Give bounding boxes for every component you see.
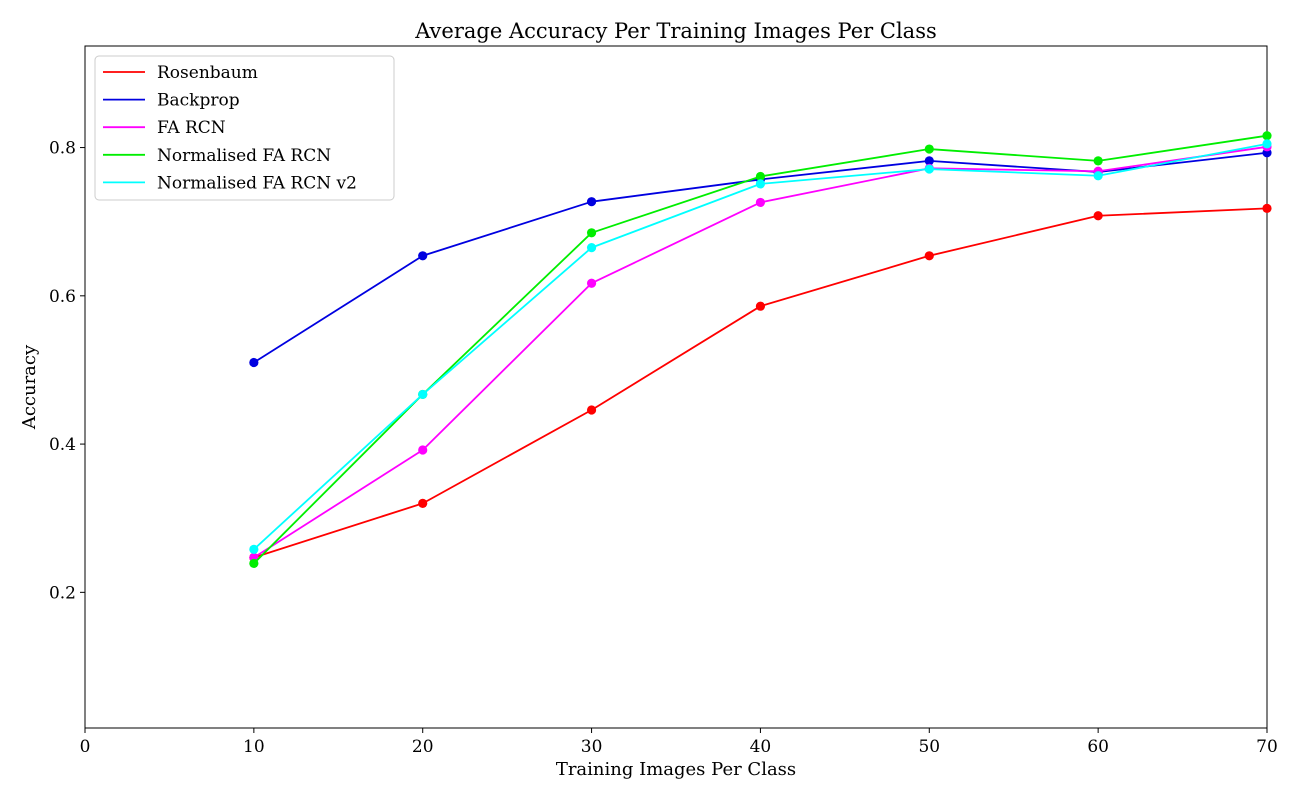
plot-area	[84, 45, 1272, 729]
legend-label: Rosenbaum	[157, 63, 258, 83]
x-tick-label: 40	[750, 737, 772, 757]
data-point	[755, 301, 766, 311]
data-point	[1093, 211, 1103, 221]
data-point	[924, 144, 934, 154]
y-tick-label: 0.6	[49, 287, 76, 307]
data-point	[1262, 139, 1272, 149]
series-line	[253, 207, 1268, 559]
series-3	[249, 131, 1272, 569]
x-tick-label: 0	[80, 737, 91, 757]
data-point	[249, 544, 259, 554]
y-tick-label: 0.2	[49, 583, 76, 603]
x-tick-label: 20	[412, 737, 434, 757]
data-point	[1093, 171, 1103, 181]
data-point	[1262, 131, 1272, 141]
x-tick-label: 70	[1256, 737, 1278, 757]
data-point	[1262, 203, 1272, 213]
data-point	[586, 405, 597, 415]
y-axis-ticks: 0.2 0.4 0.6 0.8	[49, 139, 85, 603]
plot-frame	[84, 45, 1268, 729]
series-2	[249, 142, 1272, 563]
data-point	[586, 228, 597, 238]
data-point	[249, 558, 259, 569]
data-point	[924, 164, 934, 174]
legend-label: Backprop	[157, 91, 240, 111]
y-axis-label: Accuracy	[19, 344, 40, 430]
data-point	[924, 156, 934, 166]
data-point	[1093, 156, 1103, 166]
data-point	[418, 498, 428, 508]
data-point	[418, 389, 428, 400]
data-point	[249, 357, 259, 368]
series-line	[253, 145, 1268, 559]
data-point	[586, 197, 597, 207]
x-tick-label: 30	[581, 737, 603, 757]
x-tick-label: 10	[243, 737, 265, 757]
x-axis-label: Training Images Per Class	[556, 759, 796, 780]
legend-items: Rosenbaum Backprop FA RCN Normalised FA RCN…	[103, 63, 357, 193]
series-layer	[249, 131, 1272, 569]
data-point	[586, 278, 597, 288]
legend-label: Normalised FA RCN v2	[157, 173, 357, 193]
data-point	[418, 445, 428, 455]
x-tick-label: 50	[918, 737, 940, 757]
data-point	[586, 243, 597, 253]
data-point	[755, 179, 766, 189]
chart-title: Average Accuracy Per Training Images Per…	[414, 19, 937, 43]
y-tick-label: 0.8	[49, 139, 76, 159]
y-tick-label: 0.4	[49, 435, 76, 455]
series-0	[249, 203, 1272, 563]
legend: Rosenbaum Backprop FA RCN Normalised FA RCN…	[94, 55, 395, 201]
x-axis-ticks: 0 10 20 30 40 50 60 70	[80, 728, 1278, 757]
data-point	[755, 171, 766, 182]
x-tick-label: 60	[1087, 737, 1109, 757]
legend-box	[94, 55, 395, 201]
data-point	[924, 251, 934, 261]
legend-label: Normalised FA RCN	[157, 146, 331, 166]
series-4	[249, 139, 1272, 554]
data-point	[755, 197, 766, 208]
legend-label: FA RCN	[157, 118, 226, 138]
data-point	[418, 251, 428, 261]
